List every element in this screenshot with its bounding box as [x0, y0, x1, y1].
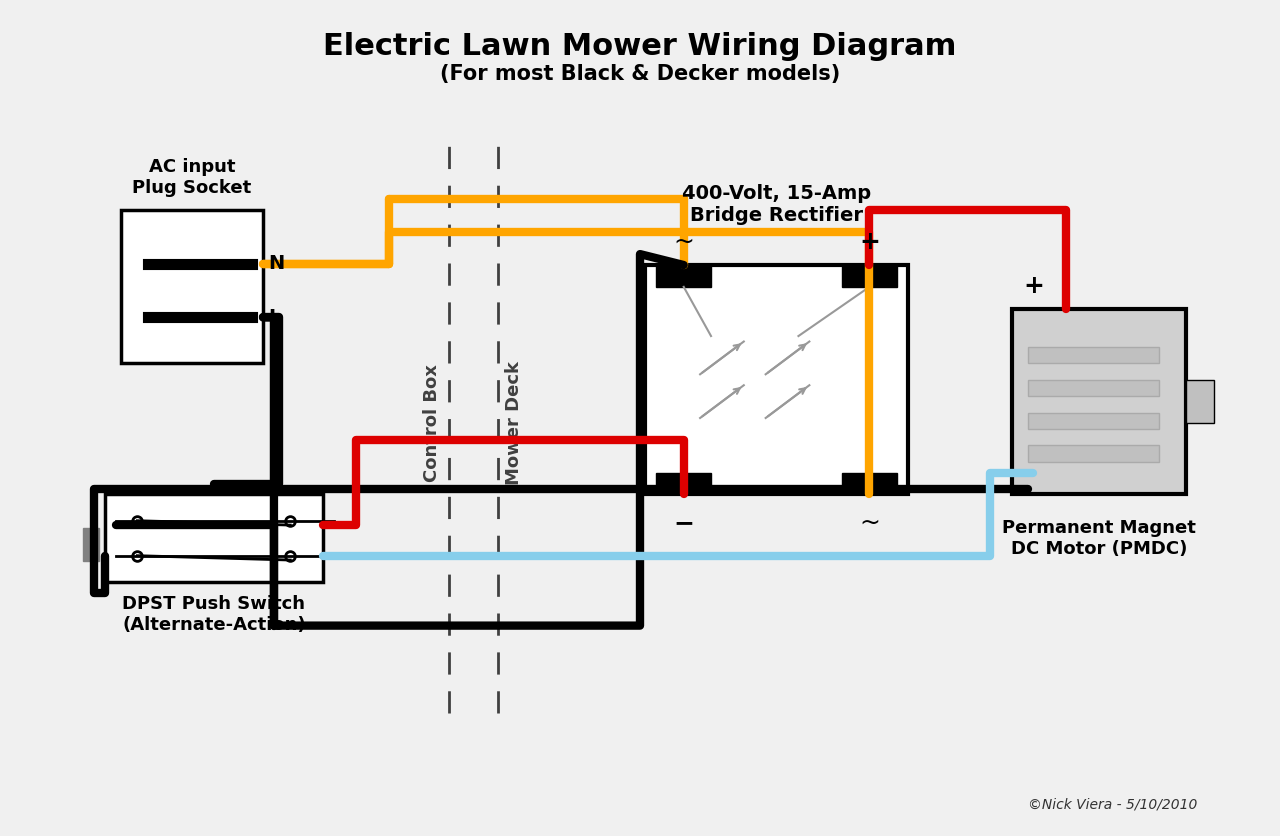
Text: Electric Lawn Mower Wiring Diagram: Electric Lawn Mower Wiring Diagram: [324, 32, 956, 61]
Bar: [657, 472, 710, 494]
Text: ~: ~: [673, 230, 694, 254]
Text: ©Nick Viera - 5/10/2010: ©Nick Viera - 5/10/2010: [1028, 798, 1197, 812]
Bar: [1028, 380, 1158, 396]
Bar: [1028, 446, 1158, 461]
Bar: [1187, 380, 1213, 424]
Bar: [83, 528, 99, 561]
Text: L: L: [269, 308, 280, 327]
Text: +: +: [859, 230, 879, 254]
Bar: [645, 265, 908, 494]
Text: DPST Push Switch
(Alternate-Action): DPST Push Switch (Alternate-Action): [122, 595, 306, 634]
Text: N: N: [269, 254, 284, 273]
Bar: [122, 211, 262, 364]
Text: −: −: [673, 511, 694, 535]
Text: Mower Deck: Mower Deck: [506, 361, 524, 486]
Bar: [657, 265, 710, 287]
Bar: [842, 265, 897, 287]
Text: 400-Volt, 15-Amp
Bridge Rectifier: 400-Volt, 15-Amp Bridge Rectifier: [682, 185, 872, 226]
Text: +: +: [1023, 274, 1043, 298]
Bar: [105, 494, 323, 582]
Bar: [1028, 347, 1158, 364]
Bar: [842, 472, 897, 494]
Text: (For most Black & Decker models): (For most Black & Decker models): [440, 64, 840, 84]
Text: AC input
Plug Socket: AC input Plug Socket: [132, 158, 252, 197]
Bar: [1011, 308, 1187, 494]
Bar: [1028, 412, 1158, 429]
Text: ~: ~: [859, 511, 879, 535]
Text: Permanent Magnet
DC Motor (PMDC): Permanent Magnet DC Motor (PMDC): [1002, 519, 1196, 558]
Text: Control Box: Control Box: [424, 364, 442, 482]
